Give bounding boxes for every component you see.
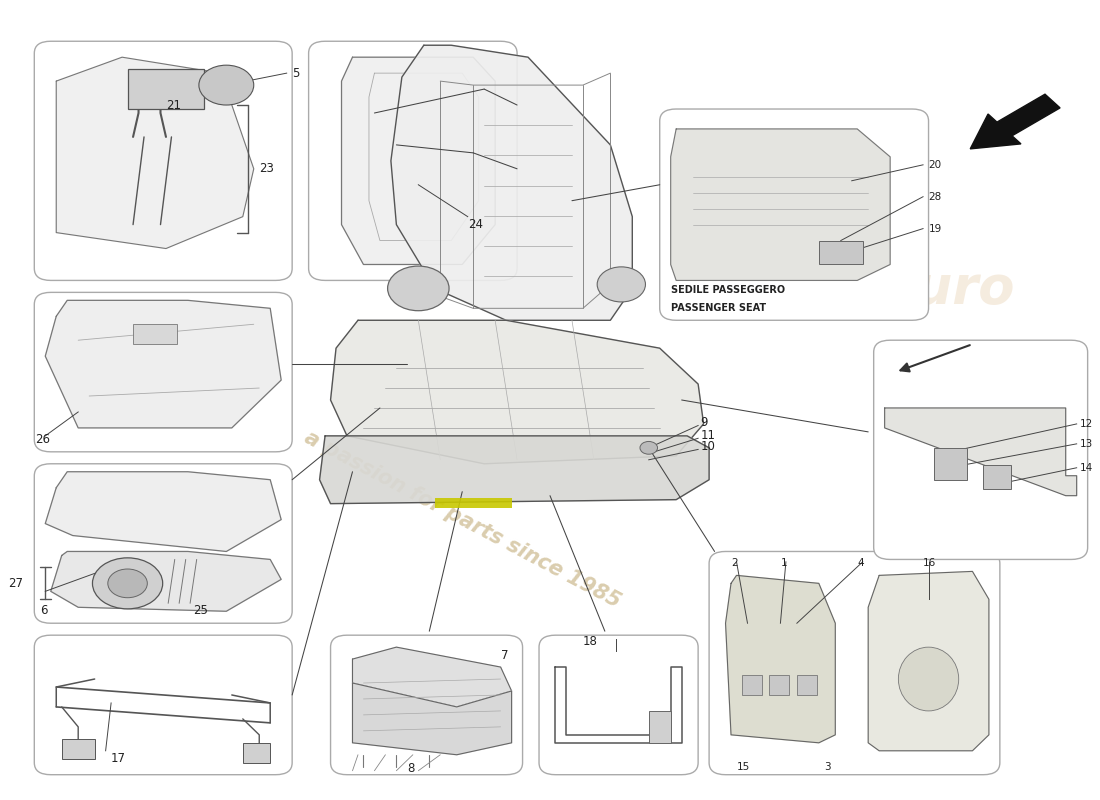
Polygon shape bbox=[868, 571, 989, 750]
Text: 11: 11 bbox=[701, 429, 715, 442]
Polygon shape bbox=[884, 408, 1077, 496]
Text: 27: 27 bbox=[9, 577, 23, 590]
Polygon shape bbox=[726, 575, 835, 743]
Text: 26: 26 bbox=[35, 434, 51, 446]
Polygon shape bbox=[45, 300, 282, 428]
Text: 10: 10 bbox=[701, 440, 715, 453]
Text: 28: 28 bbox=[928, 192, 942, 202]
Bar bbox=[128, 69, 205, 109]
Text: 14: 14 bbox=[1080, 462, 1093, 473]
Bar bbox=[818, 241, 862, 265]
Circle shape bbox=[640, 442, 658, 454]
Bar bbox=[649, 711, 671, 743]
Text: 17: 17 bbox=[111, 752, 126, 766]
Polygon shape bbox=[51, 551, 282, 611]
FancyBboxPatch shape bbox=[34, 292, 293, 452]
FancyBboxPatch shape bbox=[34, 42, 293, 281]
Bar bbox=[934, 448, 967, 480]
Text: 12: 12 bbox=[1080, 419, 1093, 429]
Bar bbox=[769, 675, 789, 695]
FancyBboxPatch shape bbox=[873, 340, 1088, 559]
Circle shape bbox=[597, 267, 646, 302]
Circle shape bbox=[108, 569, 147, 598]
Text: 9: 9 bbox=[701, 416, 707, 429]
Text: euro: euro bbox=[879, 263, 1014, 315]
Bar bbox=[742, 675, 762, 695]
Bar bbox=[133, 324, 177, 344]
Text: 19: 19 bbox=[928, 223, 942, 234]
Polygon shape bbox=[331, 320, 704, 464]
FancyBboxPatch shape bbox=[34, 635, 293, 774]
Text: 4: 4 bbox=[857, 558, 864, 569]
Bar bbox=[243, 743, 271, 762]
Text: 8: 8 bbox=[407, 762, 415, 775]
Polygon shape bbox=[341, 57, 495, 265]
Text: 23: 23 bbox=[260, 162, 274, 175]
Bar bbox=[62, 739, 95, 758]
Text: parts: parts bbox=[879, 343, 1035, 395]
Text: 18: 18 bbox=[583, 635, 597, 648]
Polygon shape bbox=[390, 46, 632, 320]
Text: a passion for parts since 1985: a passion for parts since 1985 bbox=[300, 427, 624, 612]
FancyBboxPatch shape bbox=[331, 635, 522, 774]
Text: PASSENGER SEAT: PASSENGER SEAT bbox=[671, 303, 766, 314]
Text: 2: 2 bbox=[732, 558, 738, 569]
FancyBboxPatch shape bbox=[710, 551, 1000, 774]
Circle shape bbox=[199, 65, 254, 105]
Text: 15: 15 bbox=[737, 762, 750, 772]
Bar bbox=[983, 466, 1011, 490]
FancyBboxPatch shape bbox=[309, 42, 517, 281]
Text: 5: 5 bbox=[293, 66, 299, 80]
Text: 3: 3 bbox=[824, 762, 830, 772]
Text: 1: 1 bbox=[780, 558, 786, 569]
Polygon shape bbox=[56, 57, 254, 249]
Text: 21: 21 bbox=[166, 98, 182, 111]
FancyBboxPatch shape bbox=[539, 635, 698, 774]
Text: SEDILE PASSEGGERO: SEDILE PASSEGGERO bbox=[671, 285, 784, 295]
FancyArrow shape bbox=[970, 94, 1060, 149]
Polygon shape bbox=[671, 129, 890, 281]
Text: 7: 7 bbox=[500, 649, 508, 662]
Bar bbox=[434, 498, 512, 508]
Text: 6: 6 bbox=[40, 604, 47, 617]
Text: 16: 16 bbox=[923, 558, 936, 569]
Text: 24: 24 bbox=[468, 218, 483, 231]
Circle shape bbox=[92, 558, 163, 609]
Text: 20: 20 bbox=[928, 160, 942, 170]
Bar bbox=[796, 675, 816, 695]
Polygon shape bbox=[45, 472, 282, 551]
Text: 25: 25 bbox=[194, 604, 208, 617]
Circle shape bbox=[387, 266, 449, 310]
Polygon shape bbox=[352, 683, 512, 754]
Text: 13: 13 bbox=[1080, 439, 1093, 449]
FancyBboxPatch shape bbox=[660, 109, 928, 320]
Ellipse shape bbox=[899, 647, 959, 711]
Polygon shape bbox=[320, 436, 710, 504]
FancyBboxPatch shape bbox=[34, 464, 293, 623]
Polygon shape bbox=[352, 647, 512, 707]
